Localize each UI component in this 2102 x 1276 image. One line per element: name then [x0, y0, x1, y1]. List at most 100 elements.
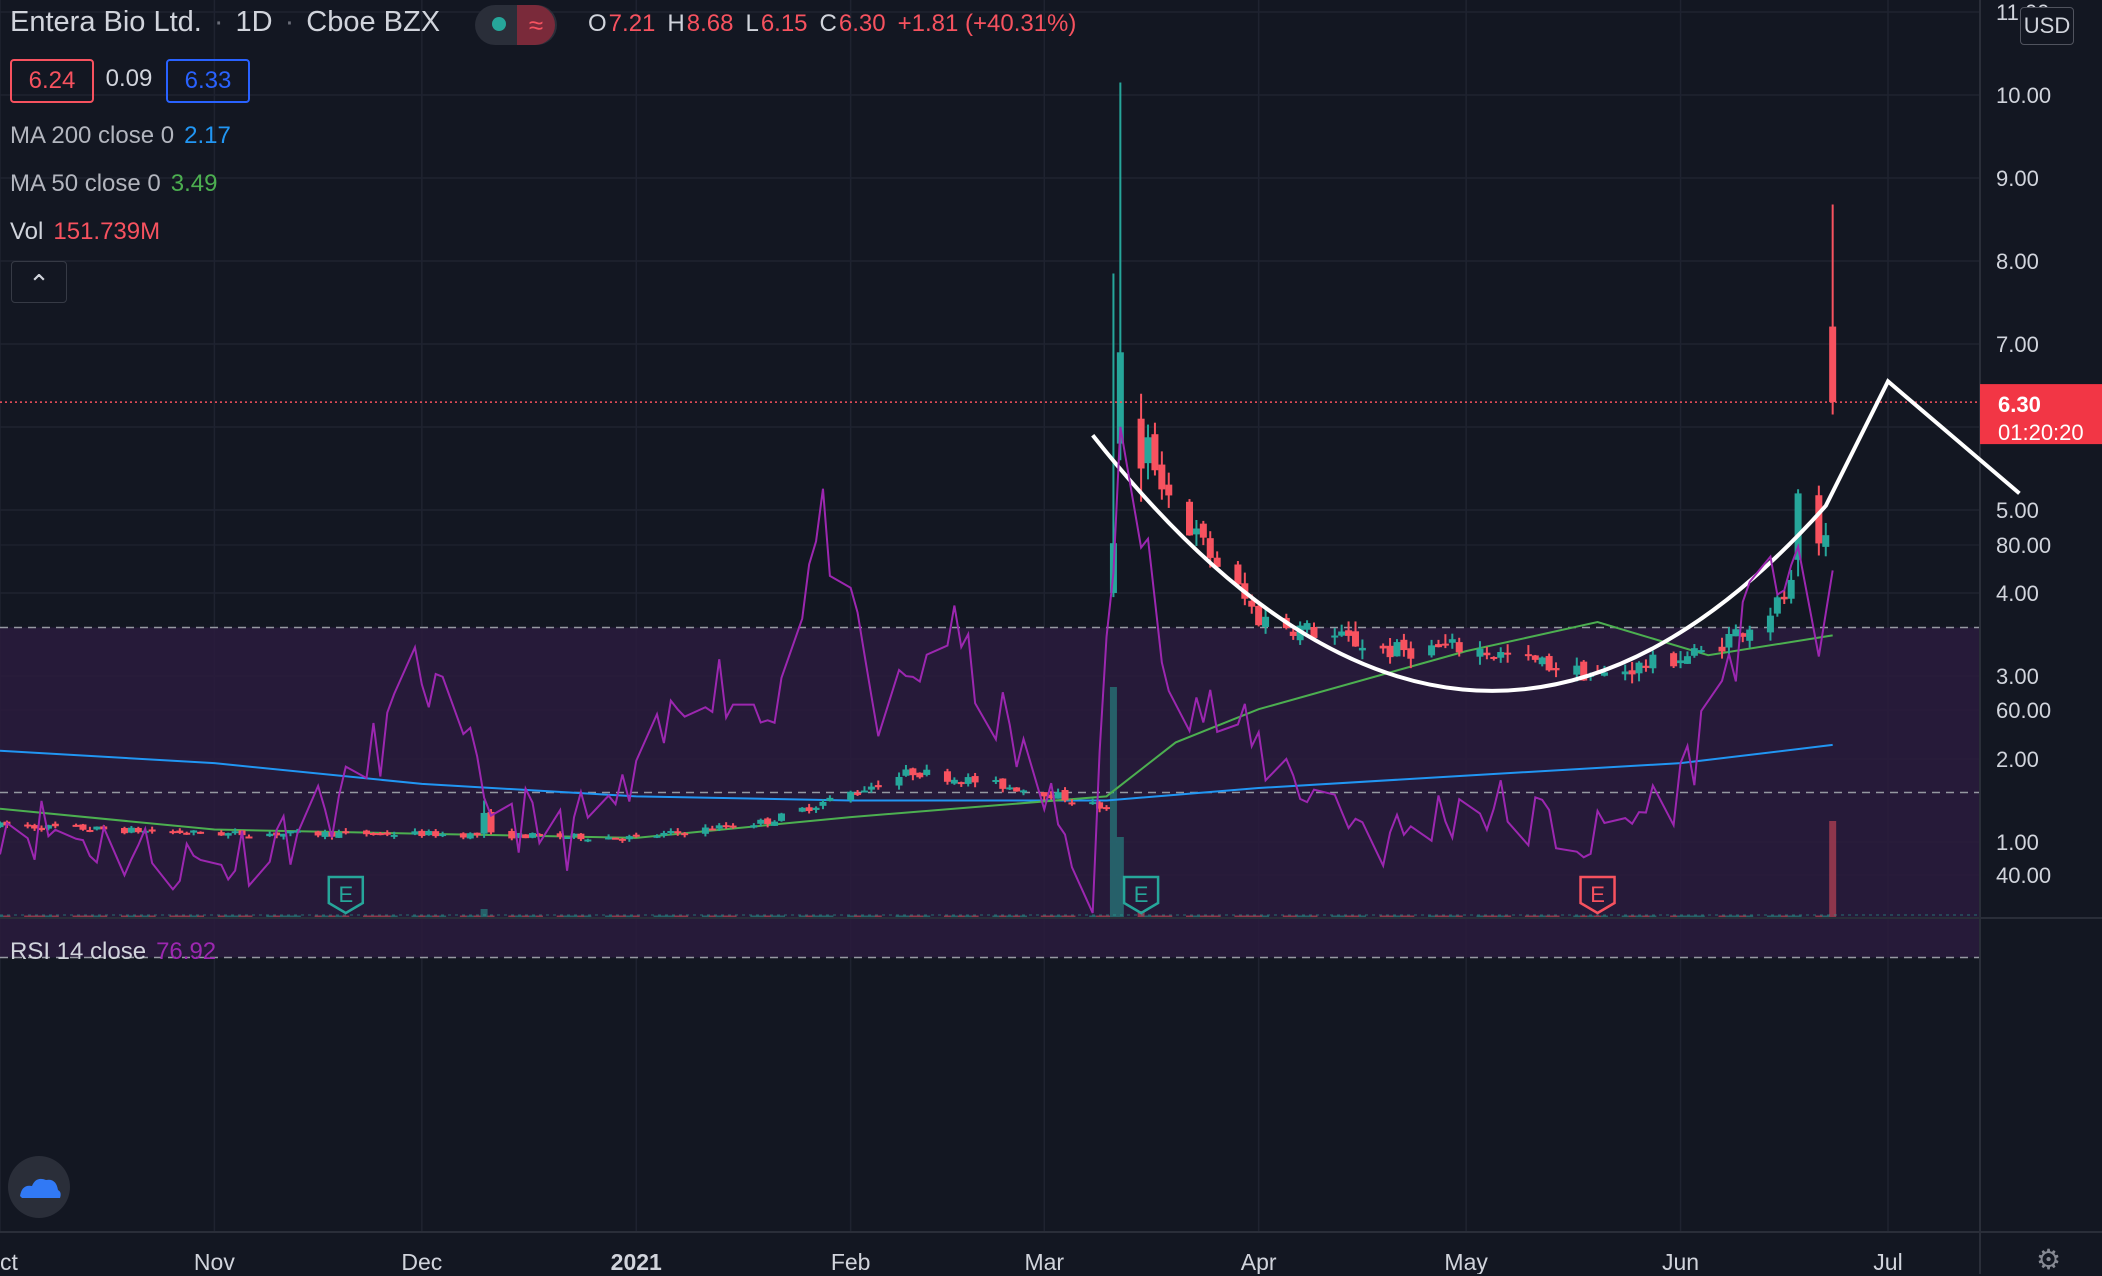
cup-and-handle-drawing[interactable]: [1091, 378, 2021, 693]
candle-body: [1497, 652, 1505, 658]
market-status-pill[interactable]: ≈: [475, 5, 557, 45]
volume-bar: [1255, 915, 1263, 917]
candle-body: [674, 831, 682, 834]
volume-bar: [1144, 915, 1152, 917]
market-open-icon: [492, 17, 506, 31]
chevron-up-icon: ⌃: [28, 269, 50, 299]
tradingview-logo-icon[interactable]: [8, 1156, 70, 1218]
volume-bar: [1690, 915, 1698, 917]
y-tick-label: 10.00: [1996, 83, 2051, 108]
candle-body: [1006, 787, 1014, 790]
volume-bar: [363, 915, 371, 917]
volume-bar: [1621, 915, 1629, 917]
candle-body: [418, 830, 426, 837]
volume-bar: [224, 915, 232, 917]
spread-value: 0.09: [105, 65, 153, 92]
volume-bar: [1580, 915, 1588, 917]
candle-body: [867, 786, 875, 790]
candle-body: [1690, 648, 1698, 656]
low-value: 6.15: [760, 10, 808, 37]
volume-bar: [1116, 837, 1124, 917]
volume-bar: [563, 915, 571, 917]
candle-body: [37, 827, 45, 831]
earnings-icon[interactable]: [1122, 875, 1160, 915]
volume-bar: [605, 915, 613, 917]
candle-body: [757, 819, 765, 824]
candle-body: [183, 832, 191, 835]
volume-bar: [245, 915, 253, 917]
volume-bar: [1524, 915, 1532, 917]
volume-bar: [674, 915, 682, 917]
candle-body: [1165, 484, 1173, 496]
volume-bar: [819, 915, 827, 917]
volume-bar: [764, 915, 772, 917]
candle-body: [335, 832, 343, 838]
x-tick-label: Apr: [1241, 1249, 1277, 1274]
rsi-label: RSI 14 close: [10, 938, 147, 965]
volume-bar: [480, 909, 488, 917]
volume-bar: [708, 915, 716, 917]
volume-bar: [874, 915, 882, 917]
data-delay-icon[interactable]: ≈: [517, 5, 555, 45]
volume-bar: [535, 915, 543, 917]
candle-body: [667, 831, 675, 834]
symbol-legend[interactable]: Entera Bio Ltd. · 1D · Cboe BZX: [10, 6, 441, 38]
volume-bar: [120, 915, 128, 917]
interval[interactable]: 1D: [235, 6, 273, 38]
volume-legend[interactable]: Vol 151.739M: [10, 218, 160, 246]
volume-bar: [1600, 915, 1608, 917]
volume-bar: [923, 915, 931, 917]
volume-bar: [812, 915, 820, 917]
volume-bar: [1635, 915, 1643, 917]
volume-bar: [909, 915, 917, 917]
symbol-name[interactable]: Entera Bio Ltd.: [10, 6, 202, 38]
ma200-legend[interactable]: MA 200 close 0 2.17: [10, 122, 231, 150]
volume-bar: [127, 915, 135, 917]
candle-body: [1338, 631, 1346, 636]
candle-body: [618, 838, 626, 841]
time-axis[interactable]: Oct Nov Dec 2021 Feb Mar Apr May Jun Jul: [0, 1249, 1903, 1274]
ma50-legend[interactable]: MA 50 close 0 3.49: [10, 170, 217, 198]
earnings-icon[interactable]: [1579, 875, 1616, 915]
candle-body: [771, 821, 779, 826]
candle-body: [1621, 671, 1629, 675]
volume-bar: [44, 915, 52, 917]
volume-bar: [141, 915, 149, 917]
candle-body: [701, 827, 709, 834]
candle-body: [31, 825, 39, 829]
volume-bar: [556, 915, 564, 917]
collapse-legend-button[interactable]: ⌃: [11, 261, 67, 303]
volume-bar: [1310, 915, 1318, 917]
candle-body: [1116, 352, 1124, 444]
volume-bar: [1234, 915, 1242, 917]
candle-body: [1829, 326, 1837, 403]
rsi-axis[interactable]: 40.00 60.00 80.00: [1996, 533, 2051, 888]
volume-bar: [1476, 915, 1484, 917]
volume-bar: [134, 915, 142, 917]
volume-bar: [1054, 915, 1062, 917]
open-value: 7.21: [608, 10, 656, 37]
rsi-legend[interactable]: RSI 14 close 76.92: [10, 938, 216, 966]
currency-button[interactable]: USD: [2020, 7, 2074, 45]
candle-body: [964, 777, 972, 784]
candle-body: [86, 829, 94, 832]
candle-body: [653, 835, 661, 838]
volume-bar: [1697, 915, 1705, 917]
volume-bar: [197, 915, 205, 917]
candle-body: [535, 833, 543, 836]
settings-gear-icon[interactable]: ⚙: [2036, 1244, 2062, 1275]
candle-body: [819, 801, 827, 806]
earnings-icon[interactable]: [327, 875, 365, 915]
volume-bar: [1165, 915, 1173, 917]
volume-bar: [1773, 915, 1781, 917]
candle-body: [1151, 434, 1159, 471]
buy-price-button[interactable]: 6.33: [166, 59, 250, 103]
volume-bar: [1455, 915, 1463, 917]
candle-body: [1766, 615, 1774, 633]
candle-body: [383, 832, 391, 835]
y-tick-label: 7.00: [1996, 332, 2039, 357]
sell-price-button[interactable]: 6.24: [10, 59, 94, 103]
candle-body: [466, 833, 474, 839]
